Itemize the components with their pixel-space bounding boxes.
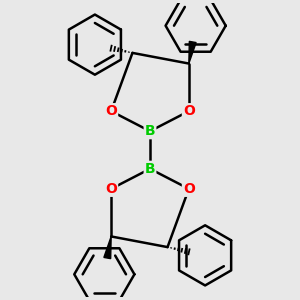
Text: O: O (105, 104, 117, 118)
Text: O: O (183, 104, 195, 118)
Text: O: O (183, 182, 195, 196)
Polygon shape (104, 236, 111, 259)
Polygon shape (189, 41, 196, 64)
Text: B: B (145, 124, 155, 138)
Text: B: B (145, 162, 155, 176)
Text: O: O (105, 182, 117, 196)
